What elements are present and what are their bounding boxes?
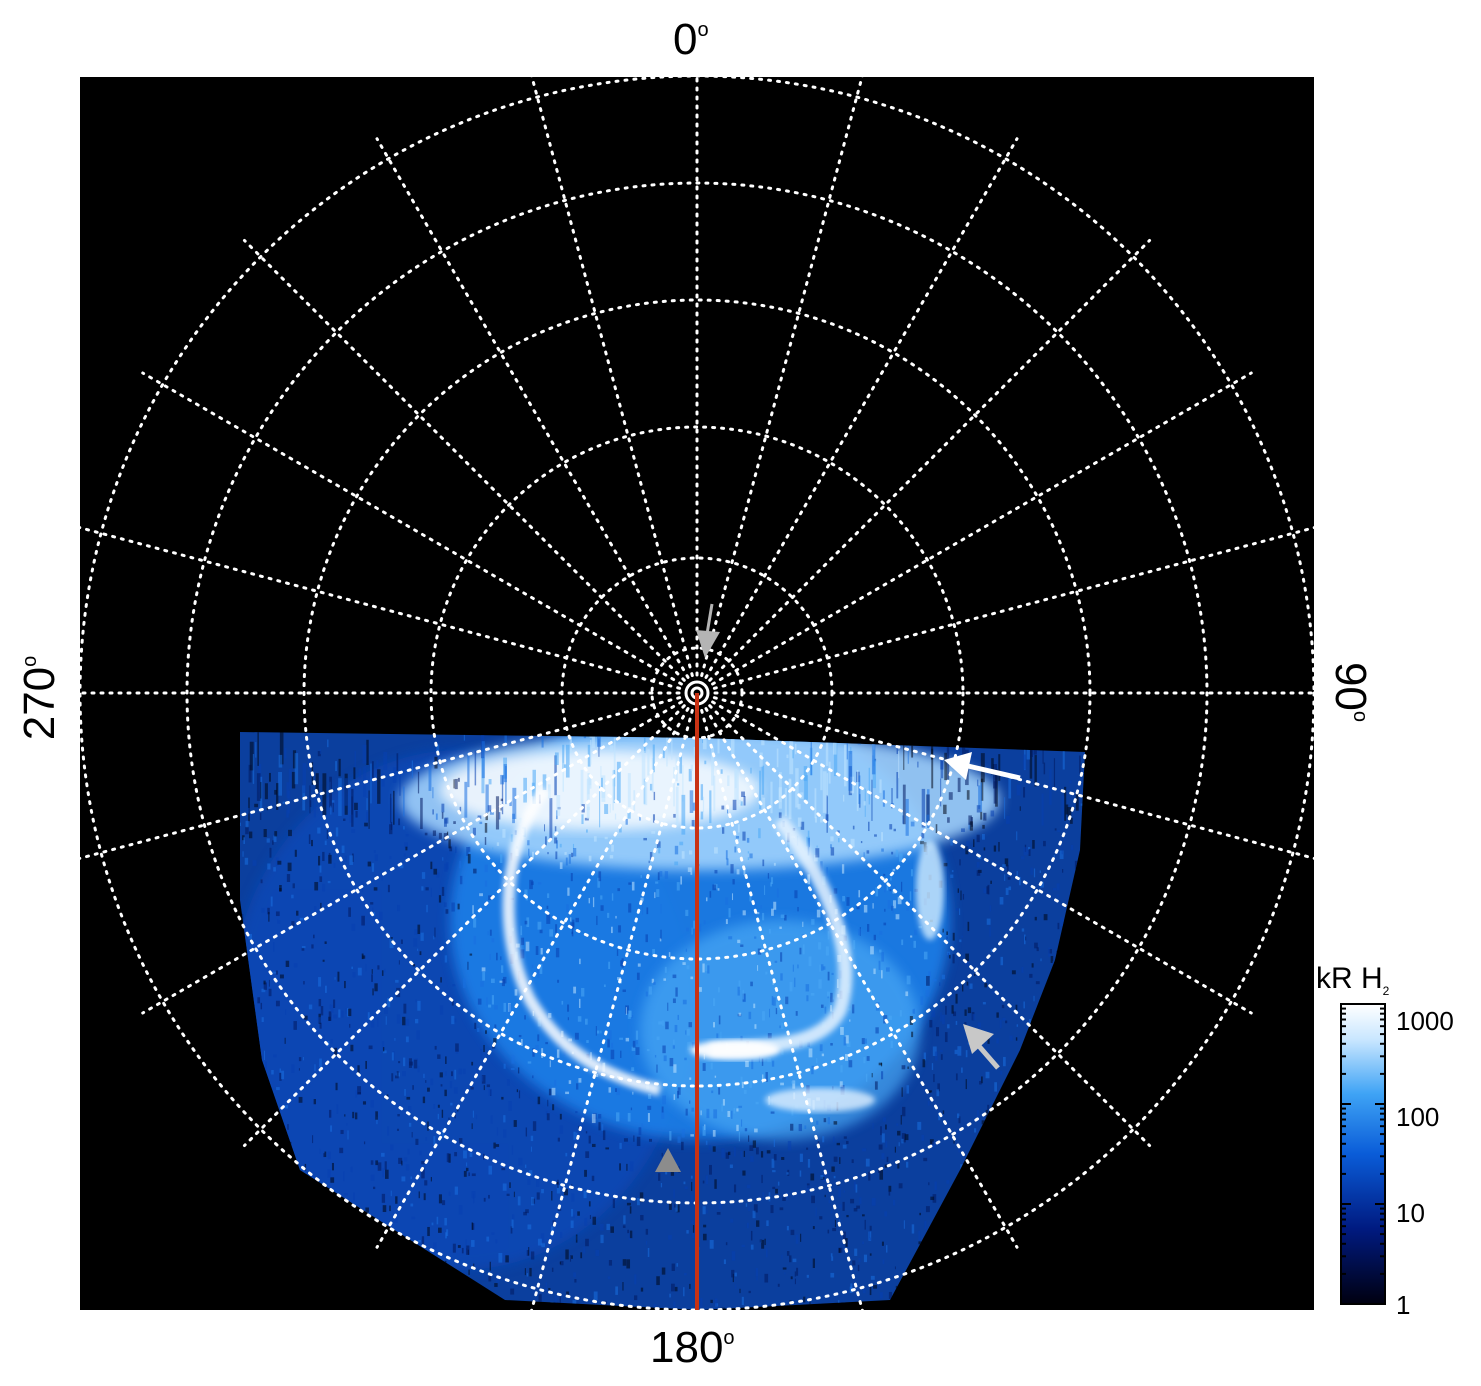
- arrow-bottom-grey: [655, 1148, 681, 1172]
- longitude-label-top: 0o: [673, 15, 709, 64]
- longitude-label-bottom: 180o: [650, 1323, 735, 1372]
- colorbar-tick-1: 1: [1396, 1290, 1411, 1320]
- longitude-label-right: 90o: [1326, 661, 1375, 723]
- arrow-right-white: [944, 752, 1021, 781]
- parallel-circle-3: [429, 425, 965, 961]
- colorbar-tick-1000: 1000: [1396, 1006, 1454, 1036]
- parallel-circle-4: [302, 298, 1092, 1088]
- longitude-label-left: 270o: [15, 655, 64, 741]
- arrow-lower-right-grey: [963, 1024, 1000, 1070]
- arrow-top-grey: [696, 603, 720, 658]
- colorbar-tick-100: 100: [1396, 1102, 1440, 1132]
- colorbar-title: kR H2: [1316, 962, 1390, 998]
- colorbar-tick-10: 10: [1396, 1198, 1425, 1228]
- colorbar: [1340, 1003, 1386, 1305]
